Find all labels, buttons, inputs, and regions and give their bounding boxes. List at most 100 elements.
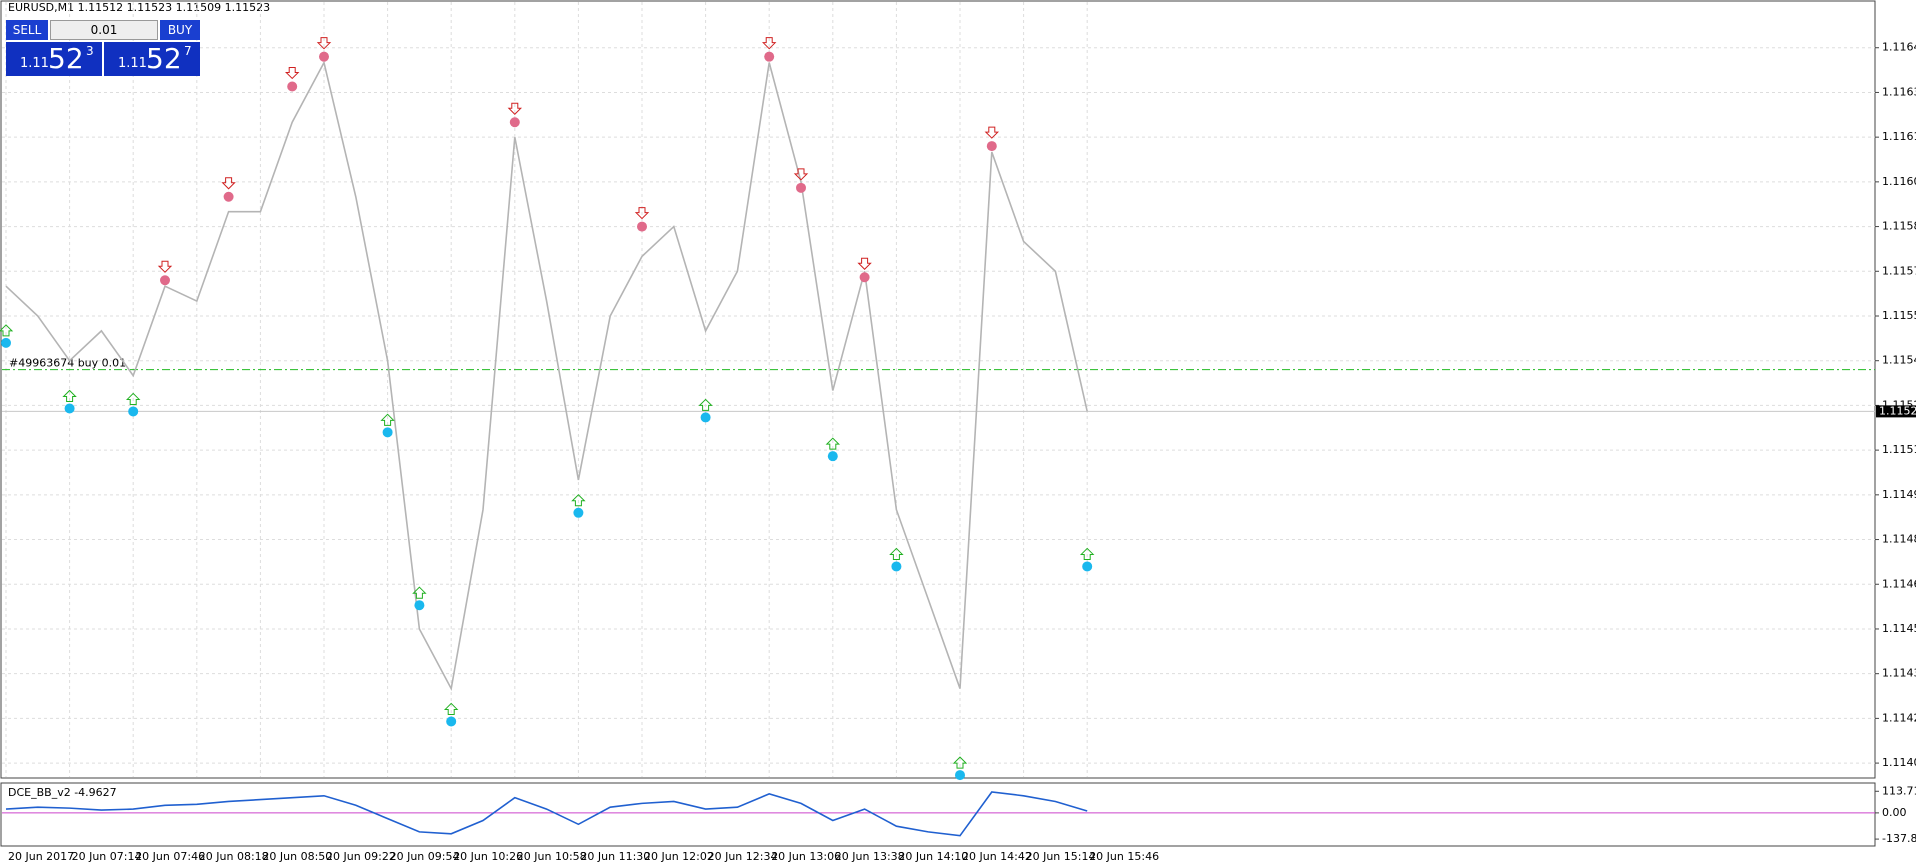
sell-signal xyxy=(284,66,300,92)
sell-signal xyxy=(316,37,332,62)
y-tick-label: 1.11450 xyxy=(1882,622,1916,635)
y-tick-label: 113.7128 xyxy=(1882,784,1916,797)
signal-arrow xyxy=(284,66,300,80)
trade-panel: SELL 0.01 BUY 1.11 52 3 1.11 52 7 xyxy=(6,20,200,76)
sell-button[interactable]: SELL xyxy=(6,20,48,40)
x-tick-label: 20 Jun 15:14 xyxy=(1026,850,1096,863)
signal-dot xyxy=(859,272,870,283)
signal-arrow xyxy=(62,389,77,402)
signal-arrow xyxy=(443,702,459,715)
price-point: 7 xyxy=(184,44,192,58)
price-pips: 52 xyxy=(48,42,84,75)
x-tick-label: 20 Jun 11:30 xyxy=(580,850,650,863)
signal-dot xyxy=(128,406,139,417)
y-tick-label: 1.11645 xyxy=(1882,41,1916,54)
lot-input[interactable]: 0.01 xyxy=(50,20,158,40)
buy-signal xyxy=(698,398,713,423)
x-tick-label: 20 Jun 10:58 xyxy=(517,850,587,863)
price-point: 3 xyxy=(86,44,94,58)
buy-signal xyxy=(62,389,77,414)
signal-arrow xyxy=(889,547,904,560)
price-line xyxy=(5,791,1088,837)
y-tick-label: 1.1163 xyxy=(1882,85,1916,98)
signal-dot xyxy=(160,275,170,286)
sell-signal xyxy=(984,126,1000,152)
signal-arrow xyxy=(380,413,395,426)
signal-dot xyxy=(573,507,584,518)
signal-arrow xyxy=(761,37,777,50)
signal-arrow xyxy=(221,177,236,190)
x-tick-label: 20 Jun 09:22 xyxy=(326,850,396,863)
y-tick-label: 1.11555 xyxy=(1882,309,1916,322)
signal-dot xyxy=(827,451,838,462)
x-tick-label: 20 Jun 08:18 xyxy=(199,850,269,863)
price-pips: 52 xyxy=(146,42,182,75)
sell-signal xyxy=(221,177,236,202)
signal-arrow xyxy=(0,324,14,337)
signal-arrow xyxy=(507,102,523,115)
y-tick-label: 1.11495 xyxy=(1882,488,1916,501)
signal-dot xyxy=(446,716,457,727)
signal-dot xyxy=(287,81,298,92)
x-tick-label: 20 Jun 10:26 xyxy=(453,850,523,863)
x-tick-label: 20 Jun 12:02 xyxy=(644,850,714,863)
bid-box xyxy=(1876,405,1916,418)
signal-arrow xyxy=(125,392,141,405)
signal-dot xyxy=(64,403,75,414)
y-tick-label: -137.8814 xyxy=(1882,832,1916,845)
buy-signal xyxy=(0,324,14,348)
sell-price: 1.11 52 3 xyxy=(6,42,102,76)
signal-arrow xyxy=(984,126,1000,139)
signal-arrow xyxy=(698,398,713,411)
y-tick-label: 1.11405 xyxy=(1882,756,1916,769)
signal-dot xyxy=(1,337,11,348)
signal-dot xyxy=(509,117,520,128)
price-big: 1.11 xyxy=(20,56,49,71)
signal-dot xyxy=(414,600,425,611)
signal-dot xyxy=(223,191,234,202)
buy-signal xyxy=(952,756,968,781)
price-window xyxy=(0,0,1876,779)
signal-arrow xyxy=(793,168,809,181)
signal-dot xyxy=(1082,561,1093,572)
x-tick-label: 20 Jun 12:34 xyxy=(708,850,778,863)
sell-signal xyxy=(857,257,872,283)
signal-dot xyxy=(319,51,329,62)
buy-price: 1.11 52 7 xyxy=(104,42,200,76)
sell-signal xyxy=(793,168,809,193)
y-tick-label: 0.00 xyxy=(1882,806,1907,819)
buy-button[interactable]: BUY xyxy=(160,20,200,40)
signal-dot xyxy=(955,770,965,781)
x-tick-label: 20 Jun 07:46 xyxy=(135,850,205,863)
x-tick-label: 20 Jun 08:50 xyxy=(262,850,332,863)
y-tick-label: 1.11540 xyxy=(1882,354,1916,367)
signal-dot xyxy=(986,141,997,152)
buy-signal xyxy=(571,494,586,518)
y-tick-label: 1.11420 xyxy=(1882,711,1916,724)
signal-dot xyxy=(382,427,393,438)
signal-dot xyxy=(700,412,711,423)
indicator-window xyxy=(0,782,1876,847)
buy-signal xyxy=(125,392,141,417)
buy-signal xyxy=(443,702,459,727)
y-tick-label: 1.11465 xyxy=(1882,577,1916,590)
signal-arrow xyxy=(825,437,841,450)
signal-dot xyxy=(637,221,647,232)
y-tick-label: 1.11480 xyxy=(1882,533,1916,546)
x-tick-label: 20 Jun 14:42 xyxy=(962,850,1032,863)
order-label: #49963674 buy 0.01 xyxy=(9,357,126,370)
x-tick-label: 20 Jun 13:38 xyxy=(835,850,905,863)
signal-arrow xyxy=(857,257,872,270)
x-tick-label: 20 Jun 14:10 xyxy=(898,850,968,863)
indicator-title: DCE_BB_v2 -4.9627 xyxy=(8,786,117,799)
signal-arrow xyxy=(1079,547,1095,560)
signal-arrow xyxy=(571,494,586,507)
sell-signal xyxy=(157,260,173,286)
signal-arrow xyxy=(157,260,173,273)
sell-signal xyxy=(634,207,650,232)
symbol-info: EURUSD,M1 1.11512 1.11523 1.11509 1.1152… xyxy=(8,1,270,14)
signal-dot xyxy=(796,182,806,193)
signal-dot xyxy=(764,51,775,62)
